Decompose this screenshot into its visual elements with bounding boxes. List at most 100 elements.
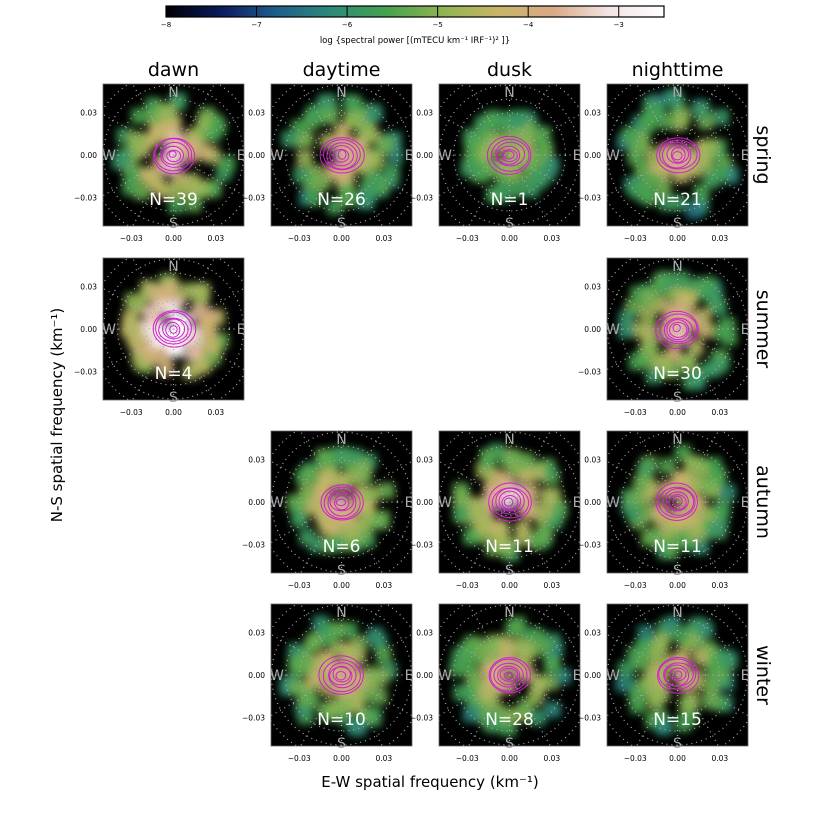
compass-west: W	[438, 668, 452, 684]
heatmap-cell	[150, 124, 167, 141]
heatmap-cell	[293, 166, 310, 183]
contour-line	[497, 665, 521, 686]
y-tick-label: 0.00	[416, 498, 433, 507]
compass-south: S	[673, 216, 682, 232]
heatmap-cell	[371, 688, 388, 705]
contour-line	[332, 665, 351, 683]
grid-circle	[634, 459, 721, 545]
heatmap-cell	[673, 626, 690, 643]
colorbar-tick-label: −5	[432, 21, 442, 29]
contours	[153, 137, 196, 175]
x-tick-label: 0.03	[207, 234, 224, 243]
contour-line	[666, 144, 690, 164]
x-tick-label: −0.03	[624, 408, 647, 417]
contour-line	[668, 321, 688, 338]
heatmap-cell	[662, 543, 679, 560]
contour-line	[490, 138, 530, 172]
x-tick-label: 0.03	[711, 581, 728, 590]
heatmap-cell	[196, 144, 213, 161]
panel-frame	[606, 83, 749, 227]
heatmap	[449, 616, 572, 737]
heatmap-cell	[346, 96, 363, 113]
compass-south: S	[673, 563, 682, 579]
y-tick-label: 0.00	[248, 671, 265, 680]
x-tick-label: 0.03	[375, 581, 392, 590]
contour-line	[655, 310, 699, 350]
heatmap-cell	[376, 137, 393, 154]
compass-south: S	[505, 736, 514, 752]
heatmap-cell	[692, 538, 709, 555]
heatmap-cell	[521, 484, 538, 501]
contour-line	[166, 149, 182, 163]
heatmap-cell	[168, 197, 185, 214]
contour-line	[658, 486, 696, 518]
contour-line	[323, 486, 361, 520]
y-tick-label: −0.03	[74, 193, 97, 202]
heatmap-cell	[196, 115, 213, 132]
colorbar-tick-label: −3	[614, 21, 624, 29]
x-tick-label: 0.00	[165, 408, 182, 417]
y-tick-label: 0.03	[584, 109, 601, 118]
contour-line	[672, 495, 683, 507]
compass-west: W	[438, 495, 452, 511]
heatmap-cell	[202, 337, 219, 354]
heatmap-cell	[462, 706, 479, 723]
heatmap-cell	[692, 648, 709, 665]
compass-east: E	[573, 668, 582, 684]
heatmap-cell	[721, 651, 738, 668]
polar-grid	[439, 604, 580, 746]
grid-circle	[480, 473, 539, 531]
x-tick-label: 0.03	[711, 754, 728, 763]
heatmap-cell	[348, 696, 365, 713]
compass-south: S	[337, 563, 346, 579]
sample-count-label: N=6	[323, 537, 361, 557]
heatmap-cell	[111, 153, 128, 170]
y-axis-label: N-S spatial frequency (km⁻¹)	[48, 308, 66, 523]
x-tick-label: 0.00	[333, 234, 350, 243]
contours	[319, 137, 365, 174]
contour-line	[329, 666, 353, 686]
heatmap-cell	[652, 353, 669, 370]
grid-spoke	[607, 287, 748, 371]
contour-line	[318, 655, 364, 695]
sample-count-label: N=15	[653, 710, 702, 730]
x-tick-label: 0.00	[333, 754, 350, 763]
row-title-autumn: autumn	[752, 465, 774, 539]
contour-line	[335, 670, 347, 681]
polar-grid	[607, 604, 748, 746]
compass-east: E	[573, 495, 582, 511]
compass-west: W	[606, 668, 620, 684]
heatmap-cell	[167, 131, 184, 148]
contour-line	[168, 150, 177, 158]
heatmap-cell	[697, 622, 714, 639]
heatmap-cell	[686, 202, 703, 219]
heatmap	[279, 615, 397, 737]
heatmap-cell	[312, 655, 329, 672]
x-tick-label: 0.03	[375, 754, 392, 763]
x-tick-label: 0.03	[375, 234, 392, 243]
grid-circle	[648, 473, 707, 531]
y-tick-label: −0.03	[74, 367, 97, 376]
heatmap-cell	[507, 181, 524, 198]
y-tick-label: 0.00	[584, 325, 601, 334]
heatmap-cell	[192, 289, 209, 306]
y-tick-label: 0.03	[584, 283, 601, 292]
heatmap-blobs	[286, 446, 395, 554]
grid-circle	[634, 112, 721, 198]
heatmap-cell	[653, 634, 670, 651]
contour-line	[155, 311, 192, 345]
heatmap-cell	[711, 356, 728, 373]
y-tick-label: 0.00	[80, 151, 97, 160]
polar-grid	[271, 84, 412, 226]
heatmap-cell	[647, 692, 664, 709]
heatmap-cell	[133, 183, 150, 200]
heatmap-cell	[180, 283, 197, 300]
contour-line	[670, 146, 686, 163]
panel-dusk-winter: N S W E N=28 0.03 0.00 −0.03 −0.03 0.00 0.03	[410, 603, 582, 763]
heatmap-cell	[628, 182, 645, 199]
contours	[486, 135, 532, 175]
y-tick-label: −0.03	[242, 540, 265, 549]
contour-line	[162, 318, 186, 340]
compass-north: N	[504, 432, 514, 448]
heatmap-cell	[640, 506, 657, 523]
